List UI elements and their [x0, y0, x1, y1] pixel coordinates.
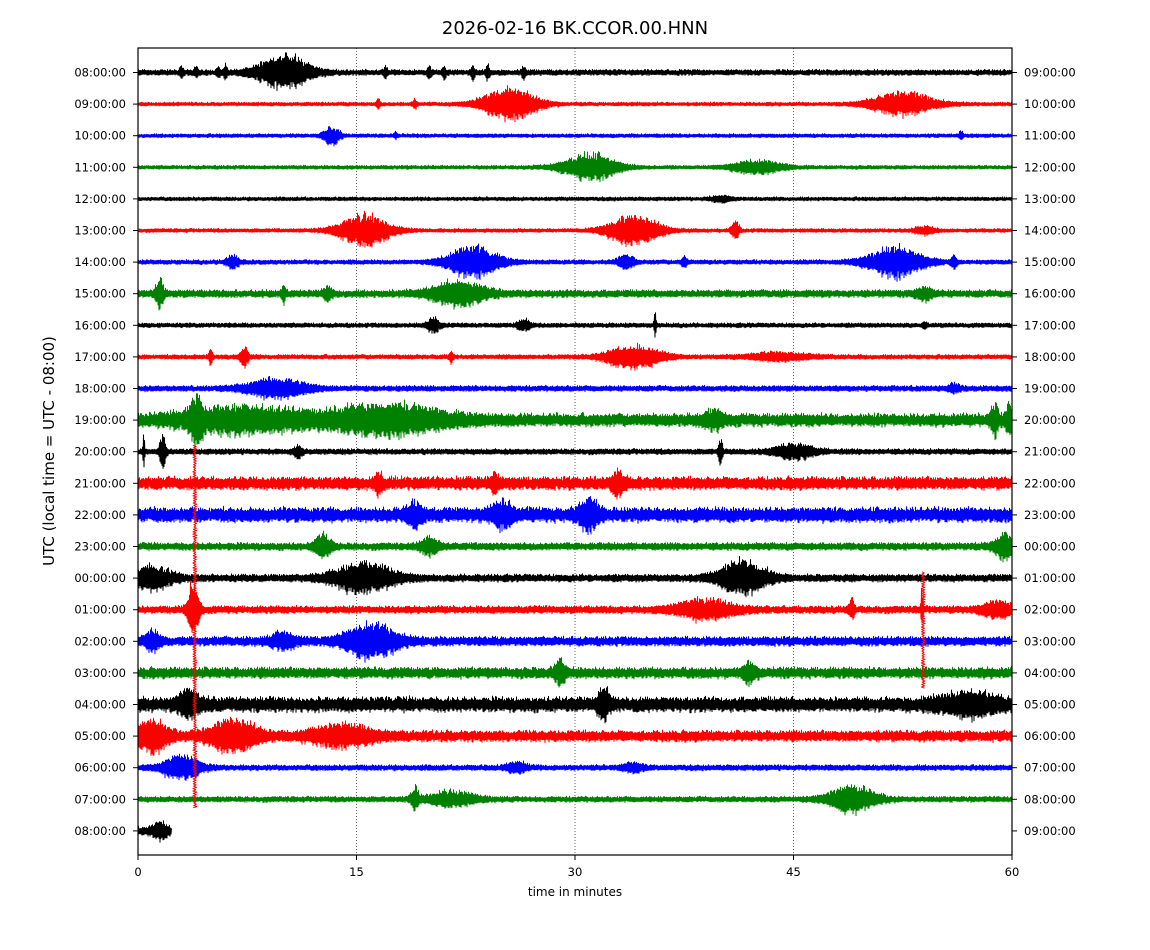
x-axis-label: time in minutes: [528, 885, 622, 899]
right-time-label: 08:00:00: [1024, 792, 1076, 806]
x-tick-label: 15: [349, 865, 364, 879]
trace-row-19: [137, 657, 1013, 688]
right-time-label: 19:00:00: [1024, 382, 1076, 396]
trace-row-23: [137, 783, 1013, 817]
left-time-label: 00:00:00: [74, 571, 126, 585]
trace-row-10: [137, 375, 1013, 401]
trace-row-14: [137, 496, 1013, 536]
right-time-label: 10:00:00: [1024, 97, 1076, 111]
right-time-label: 07:00:00: [1024, 761, 1076, 775]
right-time-label: 22:00:00: [1024, 476, 1076, 490]
trace-row-24: [137, 820, 172, 843]
y-axis-label: UTC (local time = UTC - 08:00): [40, 336, 58, 566]
right-time-label: 14:00:00: [1024, 224, 1076, 238]
trace-row-11: [137, 393, 1013, 450]
right-time-labels: 09:00:00 10:00:00 11:00:00 12:00:00 13:00:00…: [1012, 66, 1076, 838]
trace-row-4: [137, 194, 1013, 204]
right-time-label: 23:00:00: [1024, 508, 1076, 522]
grid-lines: [356, 48, 794, 855]
left-time-labels: 08:00:00 09:00:00 10:00:00 11:00:00 12:00:00…: [74, 66, 138, 838]
x-tick-label: 30: [568, 865, 583, 879]
trace-row-7: [137, 276, 1013, 311]
left-time-label: 04:00:00: [74, 698, 126, 712]
trace-row-2: [137, 126, 1013, 147]
left-time-label: 14:00:00: [74, 255, 126, 269]
spike-layer: [192, 444, 926, 809]
right-time-label: 04:00:00: [1024, 666, 1076, 680]
left-time-label: 11:00:00: [74, 160, 126, 174]
right-time-label: 21:00:00: [1024, 445, 1076, 459]
left-time-label: 08:00:00: [74, 66, 126, 80]
left-time-label: 01:00:00: [74, 603, 126, 617]
right-time-label: 12:00:00: [1024, 160, 1076, 174]
trace-row-20: [137, 686, 1013, 724]
right-time-label: 02:00:00: [1024, 603, 1076, 617]
right-time-label: 05:00:00: [1024, 698, 1076, 712]
x-tick-label: 0: [134, 865, 141, 879]
right-time-label: 16:00:00: [1024, 287, 1076, 301]
trace-row-9: [137, 342, 1013, 371]
right-time-label: 06:00:00: [1024, 729, 1076, 743]
left-time-label: 17:00:00: [74, 350, 126, 364]
right-time-label: 15:00:00: [1024, 255, 1076, 269]
right-time-label: 11:00:00: [1024, 129, 1076, 143]
trace-row-16: [137, 556, 1013, 598]
trace-row-17: [137, 581, 1013, 633]
trace-row-3: [137, 151, 1013, 183]
left-time-label: 09:00:00: [74, 97, 126, 111]
left-time-label: 02:00:00: [74, 634, 126, 648]
right-time-label: 13:00:00: [1024, 192, 1076, 206]
trace-row-15: [137, 530, 1013, 563]
trace-row-0: [137, 52, 1013, 91]
chart-title: 2026-02-16 BK.CCOR.00.HNN: [442, 18, 708, 39]
right-time-label: 09:00:00: [1024, 66, 1076, 80]
right-time-label: 17:00:00: [1024, 318, 1076, 332]
left-time-label: 07:00:00: [74, 792, 126, 806]
x-axis-ticks: 0 15 30 45 60: [134, 855, 1019, 879]
left-time-label: 13:00:00: [74, 224, 126, 238]
left-time-label: 03:00:00: [74, 666, 126, 680]
right-time-label: 18:00:00: [1024, 350, 1076, 364]
left-time-label: 16:00:00: [74, 318, 126, 332]
vertical-spike-1: [920, 571, 926, 689]
left-time-label: 15:00:00: [74, 287, 126, 301]
trace-row-6: [137, 242, 1013, 282]
left-time-label: 20:00:00: [74, 445, 126, 459]
left-time-label: 05:00:00: [74, 729, 126, 743]
vertical-spike-0: [192, 444, 198, 809]
left-time-label: 08:00:00: [74, 824, 126, 838]
trace-row-12: [137, 434, 1013, 469]
right-time-label: 01:00:00: [1024, 571, 1076, 585]
right-time-label: 00:00:00: [1024, 540, 1076, 554]
left-time-label: 12:00:00: [74, 192, 126, 206]
left-time-label: 06:00:00: [74, 761, 126, 775]
trace-row-8: [137, 312, 1013, 338]
x-tick-label: 60: [1005, 865, 1020, 879]
right-time-label: 20:00:00: [1024, 413, 1076, 427]
left-time-label: 10:00:00: [74, 129, 126, 143]
trace-row-5: [137, 210, 1013, 248]
trace-row-22: [137, 753, 1013, 781]
right-time-label: 03:00:00: [1024, 634, 1076, 648]
left-time-label: 23:00:00: [74, 540, 126, 554]
left-time-label: 18:00:00: [74, 382, 126, 396]
trace-row-13: [137, 467, 1013, 500]
trace-row-18: [137, 620, 1013, 663]
trace-layer: [137, 52, 1013, 843]
left-time-label: 19:00:00: [74, 413, 126, 427]
left-time-label: 22:00:00: [74, 508, 126, 522]
trace-row-1: [137, 85, 1013, 123]
right-time-label: 09:00:00: [1024, 824, 1076, 838]
left-time-label: 21:00:00: [74, 476, 126, 490]
trace-row-21: [137, 716, 1013, 756]
x-tick-label: 45: [786, 865, 801, 879]
